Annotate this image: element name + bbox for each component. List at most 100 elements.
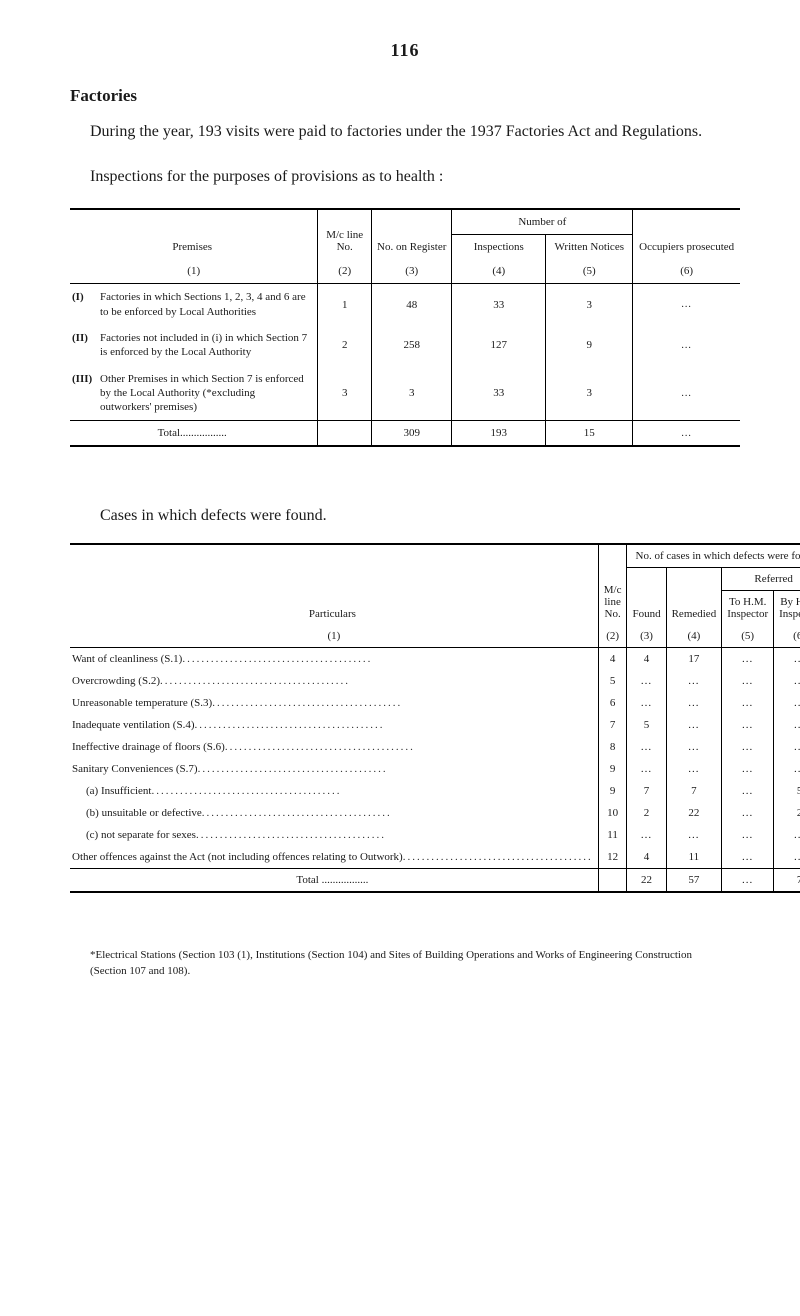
table-row: Other offences against the Act (not incl… xyxy=(70,846,800,869)
cell: 11 xyxy=(598,824,627,846)
total-row: Total................. 30919315... xyxy=(70,421,740,447)
cell: 57 xyxy=(666,869,722,893)
cell: 17 xyxy=(666,648,722,671)
cell: ... xyxy=(722,648,774,671)
cell: 10 xyxy=(598,802,627,824)
cell: ... xyxy=(633,366,740,421)
th-register: No. on Register xyxy=(372,209,452,259)
th-c6: (6) xyxy=(633,259,740,284)
cell: 33 xyxy=(452,366,546,421)
th2-c4: (4) xyxy=(666,625,722,648)
particulars-cell: Unreasonable temperature (S.3) .........… xyxy=(70,692,598,714)
cell: 2 xyxy=(318,325,372,366)
cell: ... xyxy=(722,758,774,780)
th2-remedied: Remedied xyxy=(666,568,722,626)
page-number: 116 xyxy=(70,40,740,61)
cell: 8 xyxy=(598,736,627,758)
particulars-cell: Sanitary Conveniences (S.7) ............… xyxy=(70,758,598,780)
particulars-cell: Overcrowding (S.2) .....................… xyxy=(70,670,598,692)
table-row: (b) unsuitable or defective ............… xyxy=(70,802,800,824)
footnote: *Electrical Stations (Section 103 (1), I… xyxy=(70,948,740,979)
cell: 5 xyxy=(774,780,800,802)
th-occupiers: Occupiers prosecuted xyxy=(633,209,740,259)
cell: ... xyxy=(666,670,722,692)
th2-referred: Referred xyxy=(722,568,800,591)
cell: 7 xyxy=(666,780,722,802)
table-row: (II)Factories not included in (i) in whi… xyxy=(70,325,740,366)
cell: 3 xyxy=(318,366,372,421)
cell: 5 xyxy=(627,714,666,736)
th-notices: Written Notices xyxy=(546,235,633,260)
defects-table: Particulars M/c line No. No. of cases in… xyxy=(70,543,800,893)
cell: 33 xyxy=(452,284,546,325)
premises-cell: (III)Other Premises in which Section 7 i… xyxy=(70,366,318,421)
cell: 5 xyxy=(598,670,627,692)
cell: ... xyxy=(722,824,774,846)
cell: 3 xyxy=(546,284,633,325)
cell: 9 xyxy=(546,325,633,366)
cell: ... xyxy=(633,421,740,447)
cell: ... xyxy=(774,670,800,692)
cell: ... xyxy=(666,824,722,846)
cell: 15 xyxy=(546,421,633,447)
cell: 9 xyxy=(598,758,627,780)
cell: ... xyxy=(722,736,774,758)
cell: 258 xyxy=(372,325,452,366)
table-row: (a) Insufficient .......................… xyxy=(70,780,800,802)
particulars-cell: Inadequate ventilation (S.4) ...........… xyxy=(70,714,598,736)
th-c2: (2) xyxy=(318,259,372,284)
cell: 22 xyxy=(627,869,666,893)
th-c5: (5) xyxy=(546,259,633,284)
total-label: Total ................. xyxy=(70,869,598,893)
particulars-cell: (b) unsuitable or defective ............… xyxy=(70,802,598,824)
premises-cell: (II)Factories not included in (i) in whi… xyxy=(70,325,318,366)
cell: 7 xyxy=(627,780,666,802)
cell: ... xyxy=(627,670,666,692)
cell: ... xyxy=(774,692,800,714)
table-row: Sanitary Conveniences (S.7) ............… xyxy=(70,758,800,780)
th-premises: Premises xyxy=(70,209,318,259)
table-row: Want of cleanliness (S.1) ..............… xyxy=(70,648,800,671)
inspections-table: Premises M/c line No. No. on Register Nu… xyxy=(70,208,740,447)
cell: 2 xyxy=(774,802,800,824)
cell: ... xyxy=(627,824,666,846)
cell: 11 xyxy=(666,846,722,869)
cell: 309 xyxy=(372,421,452,447)
cell: 6 xyxy=(598,692,627,714)
th-c4: (4) xyxy=(452,259,546,284)
section-title: Factories xyxy=(70,86,740,106)
cell: ... xyxy=(666,758,722,780)
total-label: Total................. xyxy=(70,421,318,447)
cell: ... xyxy=(722,714,774,736)
table-row: (III)Other Premises in which Section 7 i… xyxy=(70,366,740,421)
cell: 3 xyxy=(546,366,633,421)
th2-mc: M/c line No. xyxy=(598,544,627,625)
cell: ... xyxy=(774,736,800,758)
cell: ... xyxy=(627,758,666,780)
particulars-cell: Other offences against the Act (not incl… xyxy=(70,846,598,869)
cell: 2 xyxy=(627,802,666,824)
cell: 9 xyxy=(598,780,627,802)
th-inspections: Inspections xyxy=(452,235,546,260)
table-row: Unreasonable temperature (S.3) .........… xyxy=(70,692,800,714)
particulars-cell: Want of cleanliness (S.1) ..............… xyxy=(70,648,598,671)
particulars-cell: (c) not separate for sexes .............… xyxy=(70,824,598,846)
cell: 4 xyxy=(627,846,666,869)
th2-c2: (2) xyxy=(598,625,627,648)
table-row: Ineffective drainage of floors (S.6) ...… xyxy=(70,736,800,758)
cell: ... xyxy=(722,846,774,869)
cell: ... xyxy=(774,714,800,736)
cell: 7 xyxy=(774,869,800,893)
cell: 7 xyxy=(598,714,627,736)
cell: ... xyxy=(774,824,800,846)
th2-c3: (3) xyxy=(627,625,666,648)
total-row: Total .................2257...7... xyxy=(70,869,800,893)
cell: ... xyxy=(722,780,774,802)
cell: ... xyxy=(666,692,722,714)
cell: 48 xyxy=(372,284,452,325)
intro-paragraph-1: During the year, 193 visits were paid to… xyxy=(70,118,740,145)
intro-paragraph-2: Inspections for the purposes of provisio… xyxy=(70,163,740,190)
cell: 193 xyxy=(452,421,546,447)
particulars-cell: (a) Insufficient .......................… xyxy=(70,780,598,802)
th2-cases: No. of cases in which defects were found xyxy=(627,544,800,568)
